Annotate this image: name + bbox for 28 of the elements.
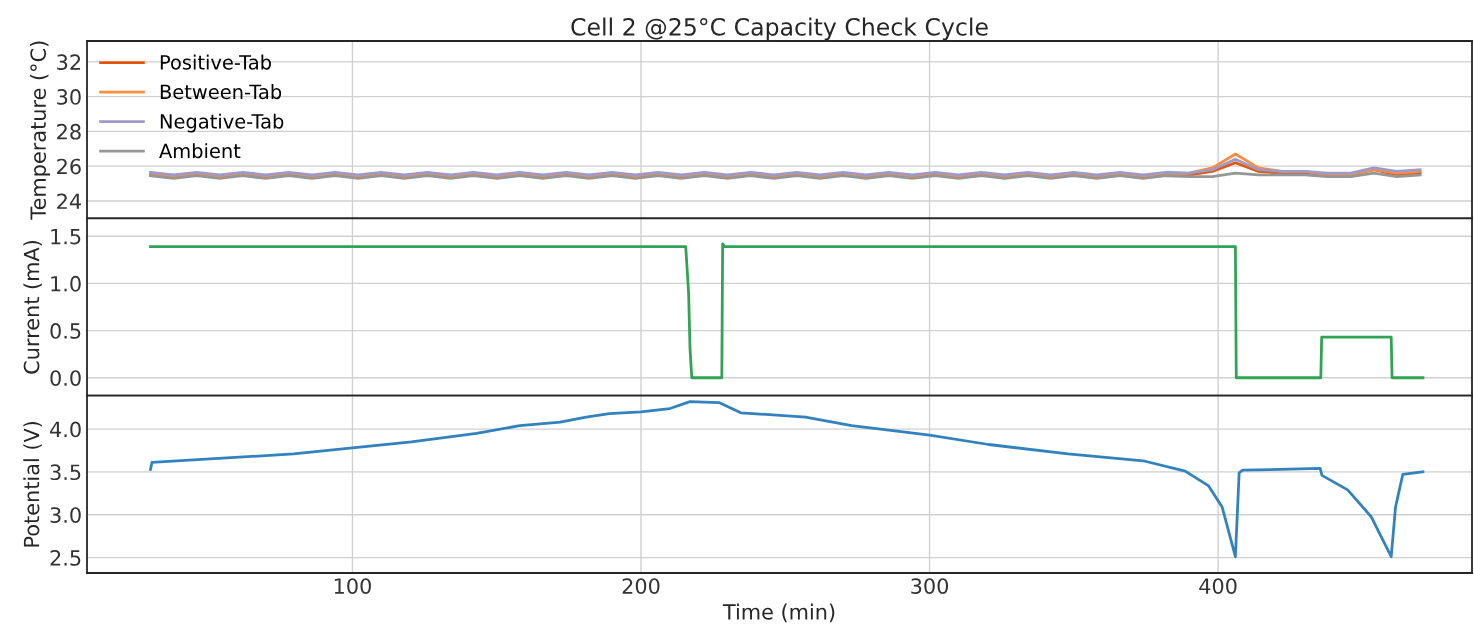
y-tick-label: 2.5 [50, 550, 81, 566]
line-series [149, 400, 1425, 559]
x-tick-label: 200 [622, 578, 660, 594]
legend-label: Negative-Tab [160, 113, 284, 133]
y-tick-label: 26 [57, 158, 81, 175]
x-tick-label: 300 [911, 578, 949, 594]
y-tick-label: 28 [57, 123, 81, 140]
line-series [149, 242, 1425, 380]
y-axis-title: Temperature (°C) [29, 41, 51, 220]
y-tick-label: 24 [57, 193, 81, 209]
y-axis-title: Potential (V) [23, 421, 42, 547]
y-axis-title: Current (mA) [23, 240, 42, 374]
y-tick-label: 1.5 [51, 228, 81, 245]
y-tick-label: 32 [57, 54, 81, 71]
x-tick-label: 100 [334, 578, 371, 594]
y-tick-label: 3.5 [50, 464, 81, 481]
y-tick-label: 30 [57, 89, 81, 105]
legend-label: Between-Tab [160, 84, 282, 100]
y-tick-label: 0.0 [50, 370, 81, 386]
y-tick-label: 3.0 [50, 507, 81, 523]
y-tick-label: 1.0 [51, 275, 81, 292]
x-axis-title: Time (min) [722, 603, 835, 623]
y-tick-label: 4.0 [50, 421, 81, 438]
legend-label: Positive-Tab [160, 54, 271, 70]
y-tick-label: 0.5 [50, 323, 81, 339]
legend-label: Ambient [159, 143, 241, 159]
x-tick-label: 400 [1199, 578, 1237, 594]
chart-title: Cell 2 @25°C Capacity Check Cycle [571, 17, 988, 41]
